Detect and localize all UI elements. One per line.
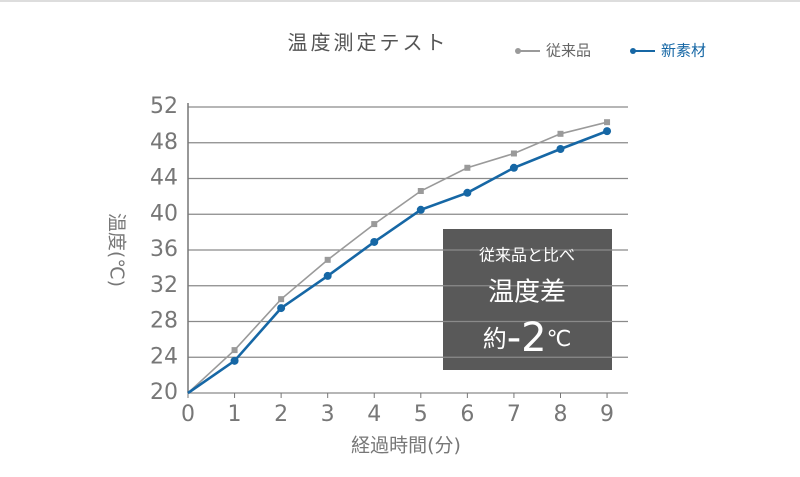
x-tick-label: 4	[367, 402, 381, 427]
y-tick-label: 24	[150, 344, 178, 369]
y-tick-label: 44	[150, 166, 178, 191]
annotation-box	[443, 229, 612, 370]
y-tick-label: 32	[150, 273, 178, 298]
y-tick-label: 36	[150, 237, 178, 262]
point	[603, 127, 612, 136]
x-tick-label: 7	[507, 402, 521, 427]
annotation-line: 温度差	[488, 278, 566, 308]
annotation-value: 約-2℃	[483, 315, 572, 361]
y-tick-label: 20	[150, 380, 178, 405]
point	[230, 356, 239, 365]
x-tick-label: 1	[228, 402, 242, 427]
point	[464, 164, 471, 171]
legend-marker	[630, 48, 636, 54]
y-tick-label: 52	[150, 94, 178, 119]
legend-label: 新素材	[661, 42, 706, 60]
point	[509, 163, 518, 172]
chart-title: 温度測定テスト	[288, 31, 449, 55]
y-tick-label: 28	[150, 309, 178, 334]
point	[557, 130, 564, 137]
point	[416, 205, 425, 214]
y-tick-label: 40	[150, 201, 178, 226]
legend-marker	[515, 48, 521, 54]
point	[604, 119, 611, 126]
x-tick-label: 8	[553, 402, 567, 427]
legend-label: 従来品	[546, 42, 591, 60]
x-tick-label: 0	[181, 402, 195, 427]
x-tick-label: 5	[414, 402, 428, 427]
point	[417, 188, 424, 195]
series-line	[187, 129, 608, 395]
point	[323, 271, 332, 280]
point	[556, 145, 565, 154]
y-tick-label: 48	[150, 130, 178, 155]
annotation-line: 従来品と比べ	[479, 246, 575, 265]
x-tick-label: 9	[600, 402, 614, 427]
point	[278, 296, 285, 303]
annotation-value-part: -2	[507, 315, 547, 361]
y-axis-label: 温度(℃)	[106, 213, 128, 287]
series-line	[187, 121, 608, 394]
annotation-value-part: 約	[483, 325, 507, 353]
point	[324, 256, 331, 263]
x-tick-label: 2	[274, 402, 288, 427]
point	[510, 150, 517, 157]
x-tick-label: 6	[460, 402, 474, 427]
point	[371, 221, 378, 228]
annotation-value-part: ℃	[547, 327, 572, 352]
x-axis-label: 経過時間(分)	[351, 435, 461, 457]
point	[463, 188, 472, 197]
x-tick-label: 3	[321, 402, 335, 427]
point	[277, 304, 286, 313]
point	[370, 237, 379, 246]
point	[231, 347, 238, 354]
